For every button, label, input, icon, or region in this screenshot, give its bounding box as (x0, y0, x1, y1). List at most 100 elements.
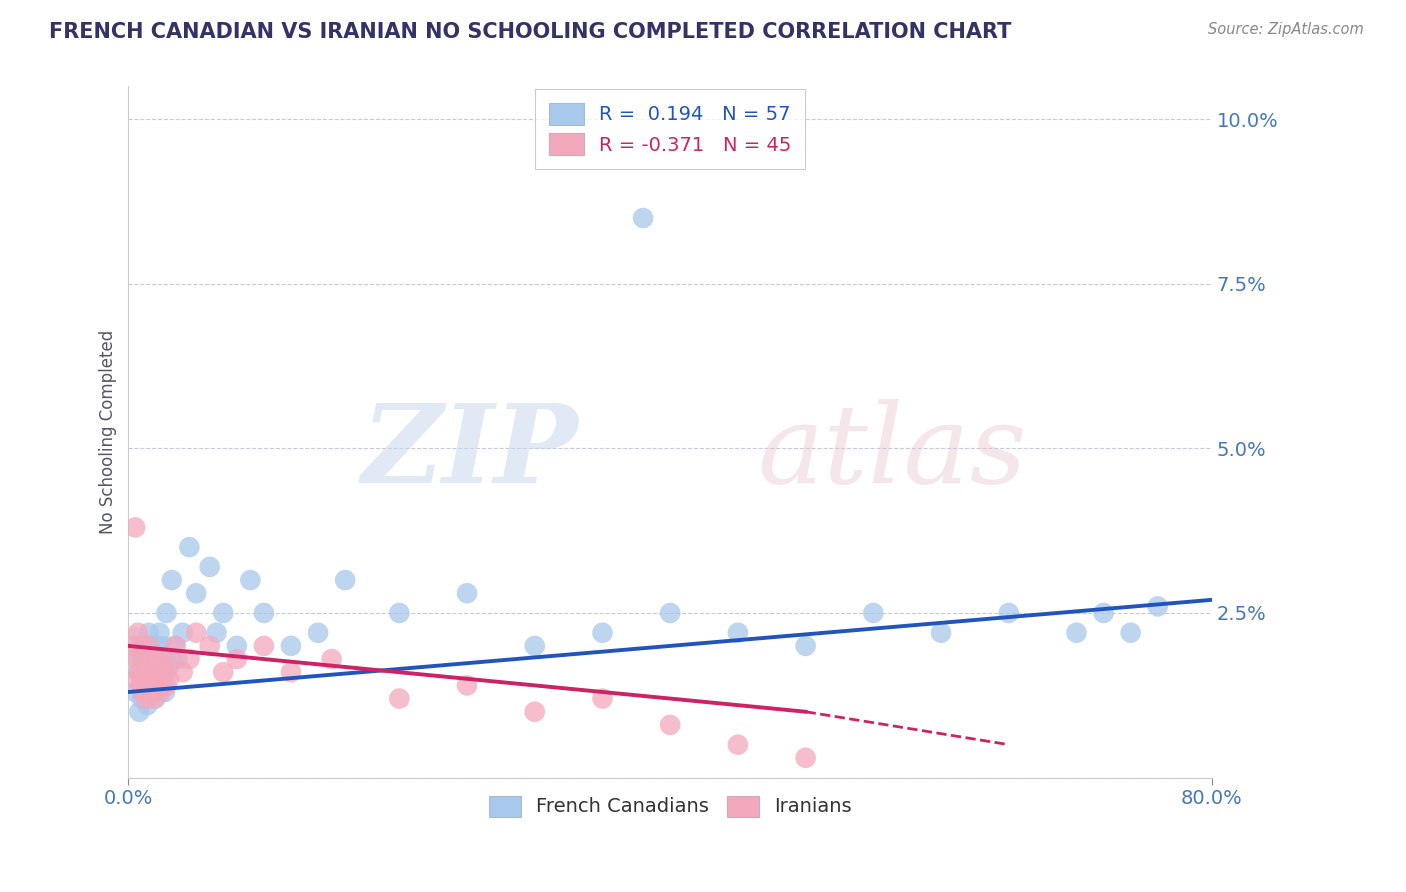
Point (166, 652, 188, 666)
Point (592, 625, 614, 640)
Point (150, 639, 173, 653)
Point (163, 639, 186, 653)
Point (124, 685, 146, 699)
Point (1066, 625, 1088, 640)
Point (150, 678, 173, 692)
Point (136, 698, 159, 713)
Point (146, 678, 169, 692)
Point (134, 672, 156, 686)
Point (124, 672, 146, 686)
Point (131, 691, 153, 706)
Point (153, 685, 176, 699)
Point (135, 691, 157, 706)
Point (142, 652, 165, 666)
Point (186, 586, 208, 600)
Point (146, 639, 169, 653)
Point (149, 665, 172, 680)
Point (155, 678, 177, 692)
Point (253, 606, 276, 620)
Point (136, 652, 159, 666)
Y-axis label: No Schooling Completed: No Schooling Completed (100, 330, 117, 534)
Point (124, 639, 146, 653)
Point (523, 705, 546, 719)
Point (794, 751, 817, 765)
Point (139, 685, 162, 699)
Point (631, 211, 654, 225)
Point (212, 665, 235, 680)
Point (333, 573, 356, 587)
Point (794, 639, 817, 653)
Point (148, 672, 170, 686)
Point (659, 606, 682, 620)
Point (148, 665, 170, 680)
Point (172, 625, 194, 640)
Point (128, 665, 150, 680)
Point (127, 665, 149, 680)
Point (138, 639, 160, 653)
Point (1119, 625, 1142, 640)
Point (157, 658, 180, 673)
Point (124, 520, 146, 534)
Point (179, 652, 201, 666)
Point (132, 658, 155, 673)
Point (139, 678, 162, 692)
Point (172, 665, 194, 680)
Point (160, 652, 183, 666)
Point (165, 639, 187, 653)
Point (225, 639, 247, 653)
Point (155, 606, 177, 620)
Point (135, 685, 157, 699)
Point (134, 639, 156, 653)
Point (152, 652, 174, 666)
Point (131, 685, 153, 699)
Point (152, 658, 174, 673)
Point (129, 678, 152, 692)
Point (131, 639, 153, 653)
Point (157, 672, 180, 686)
Point (1092, 606, 1115, 620)
Point (138, 625, 160, 640)
Point (150, 672, 173, 686)
Text: FRENCH CANADIAN VS IRANIAN NO SCHOOLING COMPLETED CORRELATION CHART: FRENCH CANADIAN VS IRANIAN NO SCHOOLING … (49, 22, 1011, 42)
Point (143, 691, 166, 706)
Point (141, 665, 163, 680)
Point (727, 625, 749, 640)
Point (149, 652, 172, 666)
Point (122, 639, 145, 653)
Point (149, 625, 172, 640)
Point (149, 685, 172, 699)
Point (659, 718, 682, 732)
Point (131, 652, 153, 666)
Point (145, 672, 167, 686)
Point (145, 691, 167, 706)
Point (388, 606, 411, 620)
Point (225, 652, 247, 666)
Point (321, 652, 343, 666)
Point (997, 606, 1019, 620)
Point (179, 540, 201, 554)
Text: atlas: atlas (756, 399, 1026, 507)
Point (727, 738, 749, 752)
Point (929, 625, 952, 640)
Point (160, 573, 183, 587)
Point (523, 639, 546, 653)
Point (143, 685, 166, 699)
Point (592, 691, 614, 706)
Point (124, 652, 146, 666)
Point (239, 573, 262, 587)
Point (388, 691, 411, 706)
Point (141, 645, 163, 659)
Point (307, 625, 329, 640)
Point (205, 625, 228, 640)
Text: ZIP: ZIP (361, 399, 578, 507)
Point (280, 665, 302, 680)
Point (127, 625, 149, 640)
Point (280, 639, 302, 653)
Point (138, 658, 160, 673)
Point (212, 606, 235, 620)
Point (128, 705, 150, 719)
Point (153, 665, 176, 680)
Point (132, 672, 155, 686)
Point (253, 639, 276, 653)
Point (125, 652, 148, 666)
